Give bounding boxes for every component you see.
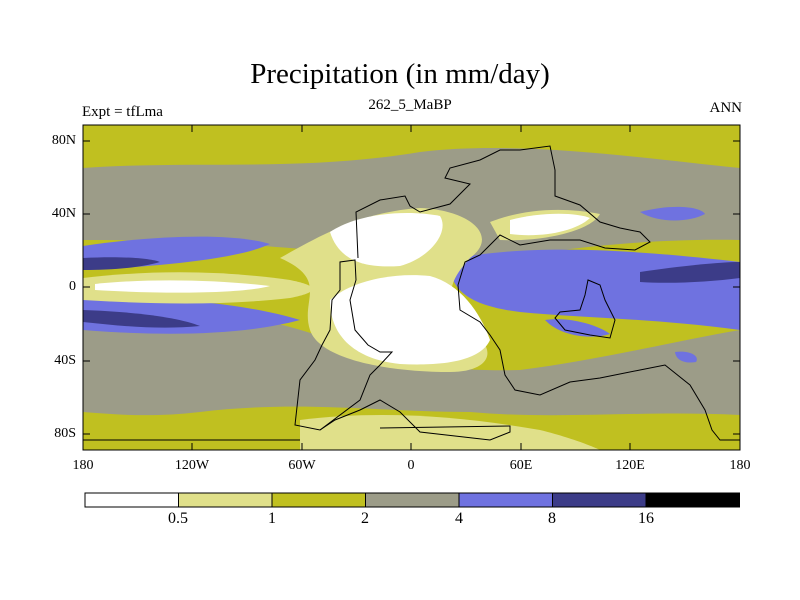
colorbar-swatch-0	[84, 492, 179, 508]
lat-tick-label: 80S	[54, 426, 76, 441]
continent-outlines	[83, 145, 740, 441]
colorbar-label: 0.5	[168, 510, 188, 527]
lon-tick-label: 120E	[615, 458, 645, 473]
colorbar-label: 1	[268, 510, 276, 527]
colorbar-swatch-4	[458, 492, 553, 508]
colorbar-label: 16	[638, 510, 654, 527]
colorbar-label: 2	[361, 510, 369, 527]
lon-tick-label: 60W	[288, 458, 316, 473]
colorbar-swatch-6	[645, 492, 740, 508]
lat-tick-label: 0	[69, 279, 76, 294]
colorbar-swatch-1	[178, 492, 273, 508]
colorbar	[84, 492, 740, 508]
lon-tick-label: 60E	[509, 458, 533, 473]
season-label: ANN	[709, 100, 743, 116]
lat-tick-label: 40S	[54, 353, 76, 368]
experiment-label: Expt = tfLma	[82, 104, 163, 120]
age-label: 262_5_MaBP	[368, 97, 452, 113]
lon-tick-label: 180	[72, 458, 94, 473]
colorbar-swatch-2	[271, 492, 366, 508]
chart-title: Precipitation (in mm/day)	[250, 58, 550, 90]
lon-tick-label: 120W	[174, 458, 210, 473]
lat-tick-label: 40N	[51, 206, 76, 221]
lon-tick-label: 180	[729, 458, 751, 473]
precipitation-field	[83, 125, 740, 450]
lat-tick-label: 80N	[51, 133, 76, 148]
colorbar-swatch-3	[365, 492, 460, 508]
colorbar-label: 8	[548, 510, 556, 527]
lon-tick-label: 0	[407, 458, 415, 473]
colorbar-swatch-5	[552, 492, 647, 508]
lon-tick-marks	[82, 125, 741, 450]
colorbar-label: 4	[455, 510, 463, 527]
lat-tick-marks	[83, 140, 740, 435]
